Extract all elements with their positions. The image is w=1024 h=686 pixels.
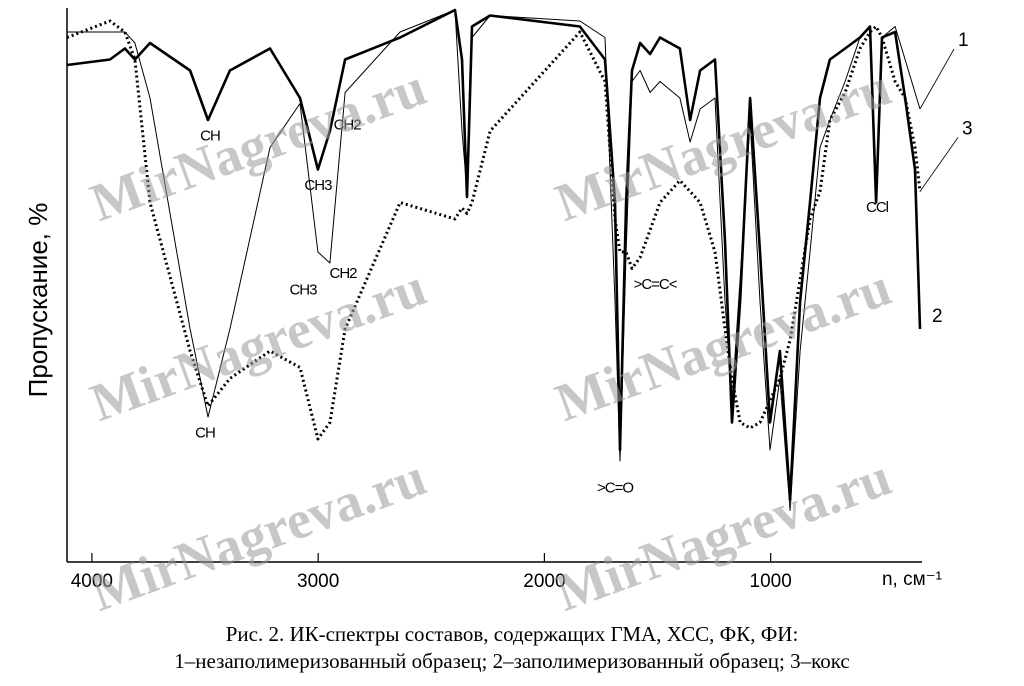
spectrum-line bbox=[66, 8, 922, 501]
x-tick-label: 2000 bbox=[523, 571, 565, 592]
watermark: MirNagreva.ru bbox=[83, 256, 434, 433]
spectrum-line bbox=[66, 19, 922, 441]
x-tick-label: 4000 bbox=[71, 571, 113, 592]
curve-label: 1 bbox=[958, 30, 969, 51]
watermark: MirNagreva.ru bbox=[83, 446, 434, 623]
x-tick-label: 1000 bbox=[750, 571, 792, 592]
annotation: CCl bbox=[866, 199, 889, 216]
annotation: CH bbox=[195, 424, 215, 441]
watermark: MirNagreva.ru bbox=[83, 56, 434, 233]
annotation: CH3 bbox=[289, 281, 317, 298]
label-leader bbox=[919, 137, 959, 192]
caption: Рис. 2. ИК-спектры составов, содержащих … bbox=[226, 622, 799, 646]
curve-label: 3 bbox=[962, 119, 973, 140]
annotation: >C=C< bbox=[634, 276, 678, 293]
annotation: CH bbox=[200, 127, 220, 144]
curve-label: 2 bbox=[932, 306, 943, 327]
label-leader bbox=[919, 48, 955, 110]
annotation: >C=O bbox=[597, 479, 633, 496]
x-tick-label: 3000 bbox=[297, 571, 339, 592]
x-axis-label: n, см⁻¹ bbox=[882, 569, 942, 590]
watermark: MirNagreva.ru bbox=[548, 256, 899, 433]
annotation: CH2 bbox=[334, 116, 362, 133]
spectrum-line bbox=[67, 9, 921, 511]
watermark: MirNagreva.ru bbox=[548, 446, 899, 623]
y-axis-label: Пропускание, % bbox=[23, 203, 53, 398]
annotation: CH3 bbox=[304, 177, 332, 194]
caption: 1–незаполимеризованный образец; 2–заполи… bbox=[174, 649, 850, 673]
annotation: CH2 bbox=[330, 265, 358, 282]
